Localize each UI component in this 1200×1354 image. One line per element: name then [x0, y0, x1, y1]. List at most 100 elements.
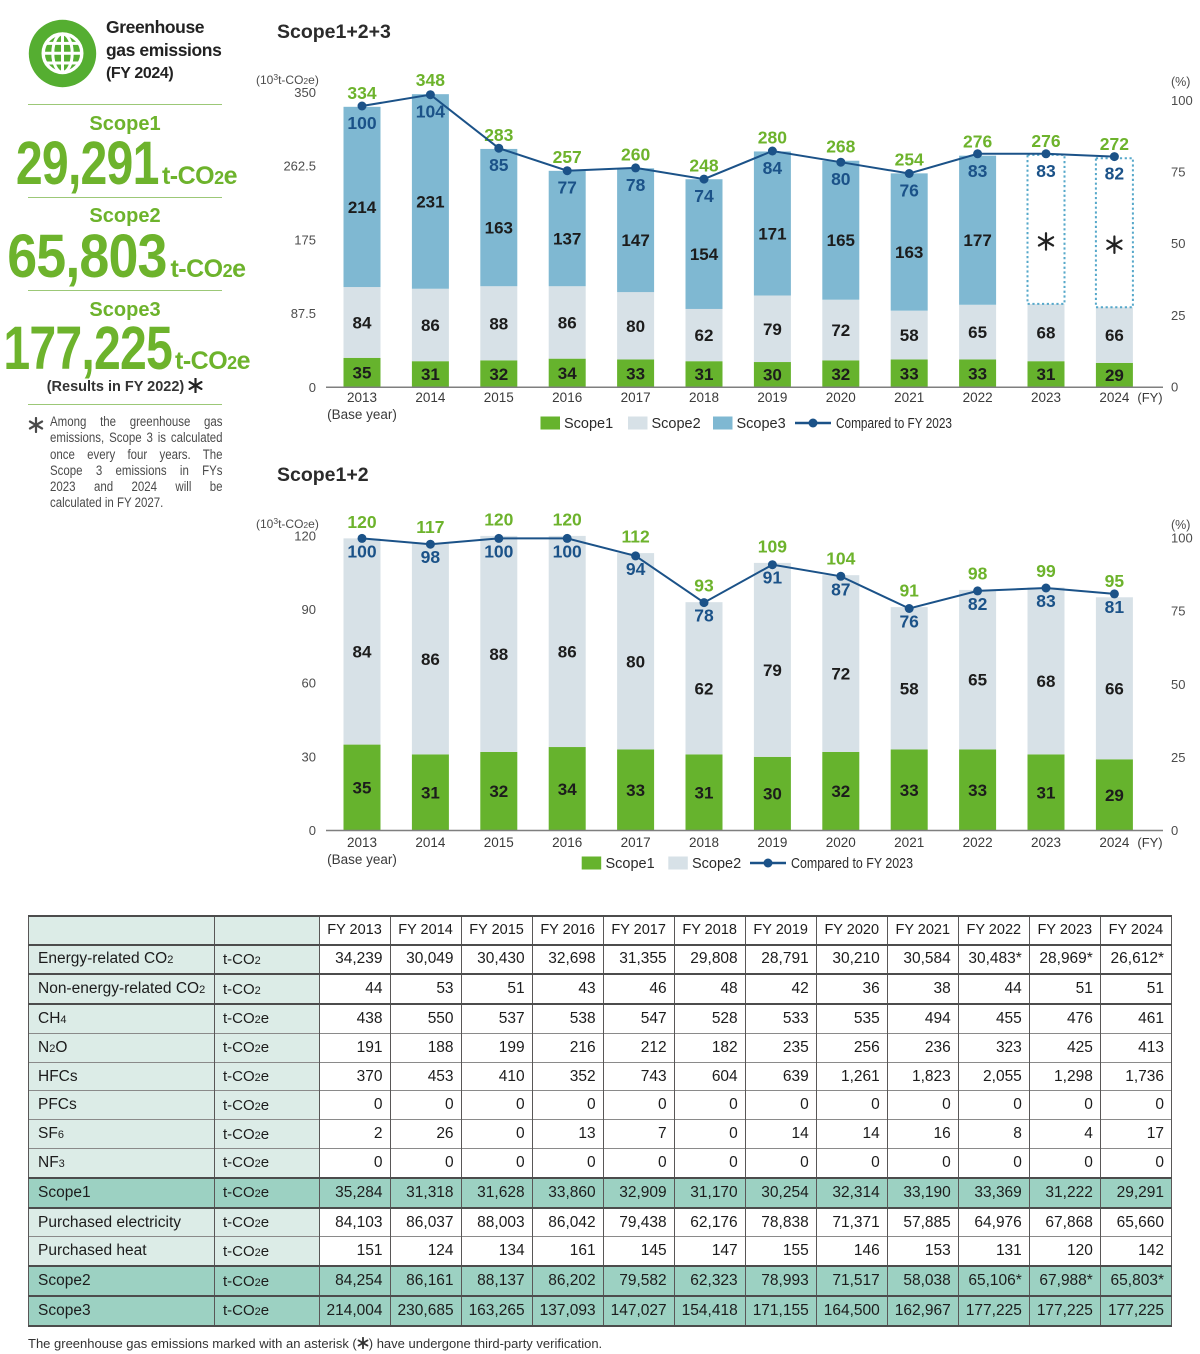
svg-text:82: 82 — [1105, 164, 1125, 184]
svg-text:120: 120 — [553, 509, 582, 529]
svg-text:86: 86 — [558, 313, 577, 332]
svg-text:248: 248 — [689, 155, 718, 175]
svg-text:231: 231 — [416, 193, 444, 212]
svg-text:62: 62 — [695, 326, 714, 345]
svg-text:177: 177 — [963, 231, 991, 250]
svg-text:175: 175 — [294, 232, 316, 247]
svg-text:100: 100 — [484, 541, 513, 561]
svg-text:(FY): (FY) — [1137, 835, 1162, 850]
svg-text:2016: 2016 — [552, 835, 582, 850]
svg-text:120: 120 — [294, 528, 316, 543]
svg-text:2019: 2019 — [757, 835, 787, 850]
svg-text:2013: 2013 — [347, 835, 377, 850]
svg-text:33: 33 — [626, 781, 645, 800]
svg-text:2018: 2018 — [689, 835, 719, 850]
svg-text:Scope2: Scope2 — [692, 856, 741, 872]
svg-text:83: 83 — [968, 161, 988, 181]
svg-text:50: 50 — [1171, 236, 1185, 251]
svg-text:74: 74 — [694, 186, 714, 206]
svg-text:Compared to FY 2023: Compared to FY 2023 — [791, 856, 913, 872]
svg-text:84: 84 — [353, 643, 372, 662]
svg-text:84: 84 — [353, 313, 372, 332]
svg-text:163: 163 — [485, 219, 513, 238]
svg-text:86: 86 — [421, 650, 440, 669]
svg-text:35: 35 — [353, 779, 372, 798]
svg-text:Compared to FY 2023: Compared to FY 2023 — [836, 416, 952, 432]
svg-text:31: 31 — [1037, 365, 1056, 384]
svg-text:86: 86 — [558, 643, 577, 662]
svg-text:25: 25 — [1171, 750, 1185, 765]
svg-text:2024: 2024 — [1099, 390, 1130, 405]
svg-text:120: 120 — [484, 509, 513, 529]
svg-text:65: 65 — [968, 323, 987, 342]
svg-text:165: 165 — [827, 231, 855, 250]
svg-text:2015: 2015 — [484, 835, 514, 850]
svg-text:93: 93 — [694, 576, 714, 596]
svg-text:214: 214 — [348, 198, 377, 217]
svg-text:268: 268 — [826, 137, 855, 157]
svg-text:30: 30 — [302, 749, 316, 764]
svg-text:32: 32 — [489, 365, 508, 384]
svg-text:0: 0 — [1171, 823, 1178, 838]
svg-text:(103t-CO2e): (103t-CO2e) — [256, 72, 319, 87]
svg-text:85: 85 — [489, 155, 509, 175]
svg-text:2018: 2018 — [689, 390, 719, 405]
svg-text:260: 260 — [621, 144, 650, 164]
svg-text:(103t-CO2e): (103t-CO2e) — [256, 516, 319, 531]
svg-text:34: 34 — [558, 780, 577, 799]
svg-text:30: 30 — [763, 366, 782, 385]
svg-text:350: 350 — [294, 85, 316, 100]
svg-text:(%): (%) — [1171, 518, 1190, 532]
svg-text:62: 62 — [695, 679, 714, 698]
svg-text:2015: 2015 — [484, 390, 514, 405]
svg-text:2023: 2023 — [1031, 835, 1061, 850]
svg-text:2013: 2013 — [347, 390, 377, 405]
svg-text:32: 32 — [831, 782, 850, 801]
svg-text:94: 94 — [626, 559, 646, 579]
svg-text:Scope1+2+3: Scope1+2+3 — [277, 21, 391, 43]
svg-text:2016: 2016 — [552, 390, 582, 405]
svg-text:(%): (%) — [1171, 75, 1190, 89]
svg-text:262.5: 262.5 — [283, 159, 316, 174]
svg-text:254: 254 — [895, 149, 924, 169]
svg-text:68: 68 — [1037, 672, 1056, 691]
svg-text:104: 104 — [826, 549, 855, 569]
svg-text:2017: 2017 — [621, 835, 651, 850]
svg-text:99: 99 — [1036, 561, 1056, 581]
svg-text:80: 80 — [626, 317, 645, 336]
svg-text:32: 32 — [831, 365, 850, 384]
svg-text:2023: 2023 — [1031, 390, 1061, 405]
svg-text:0: 0 — [309, 380, 316, 395]
svg-text:0: 0 — [1171, 379, 1178, 394]
svg-text:87.5: 87.5 — [291, 306, 316, 321]
svg-text:29: 29 — [1105, 786, 1124, 805]
svg-text:31: 31 — [421, 783, 440, 802]
svg-text:154: 154 — [690, 245, 719, 264]
svg-text:75: 75 — [1171, 165, 1185, 180]
svg-text:78: 78 — [626, 175, 646, 195]
svg-text:34: 34 — [558, 364, 577, 383]
svg-text:66: 66 — [1105, 679, 1124, 698]
svg-text:98: 98 — [421, 547, 441, 567]
svg-text:2021: 2021 — [894, 390, 924, 405]
svg-text:257: 257 — [553, 147, 582, 167]
svg-text:(Base year): (Base year) — [327, 852, 397, 867]
svg-text:76: 76 — [899, 181, 919, 201]
svg-text:30: 30 — [763, 785, 782, 804]
svg-text:Scope2: Scope2 — [652, 416, 701, 432]
svg-text:163: 163 — [895, 243, 923, 262]
svg-text:87: 87 — [831, 579, 850, 599]
svg-text:66: 66 — [1105, 326, 1124, 345]
svg-text:86: 86 — [421, 316, 440, 335]
svg-text:334: 334 — [347, 83, 376, 103]
svg-text:72: 72 — [831, 665, 850, 684]
svg-text:33: 33 — [968, 781, 987, 800]
svg-text:77: 77 — [557, 178, 576, 198]
svg-text:2019: 2019 — [757, 390, 787, 405]
svg-text:98: 98 — [968, 563, 988, 583]
svg-text:100: 100 — [1171, 93, 1193, 108]
svg-text:348: 348 — [416, 70, 445, 90]
svg-text:75: 75 — [1171, 604, 1185, 619]
svg-text:171: 171 — [758, 225, 786, 244]
svg-text:2020: 2020 — [826, 835, 856, 850]
